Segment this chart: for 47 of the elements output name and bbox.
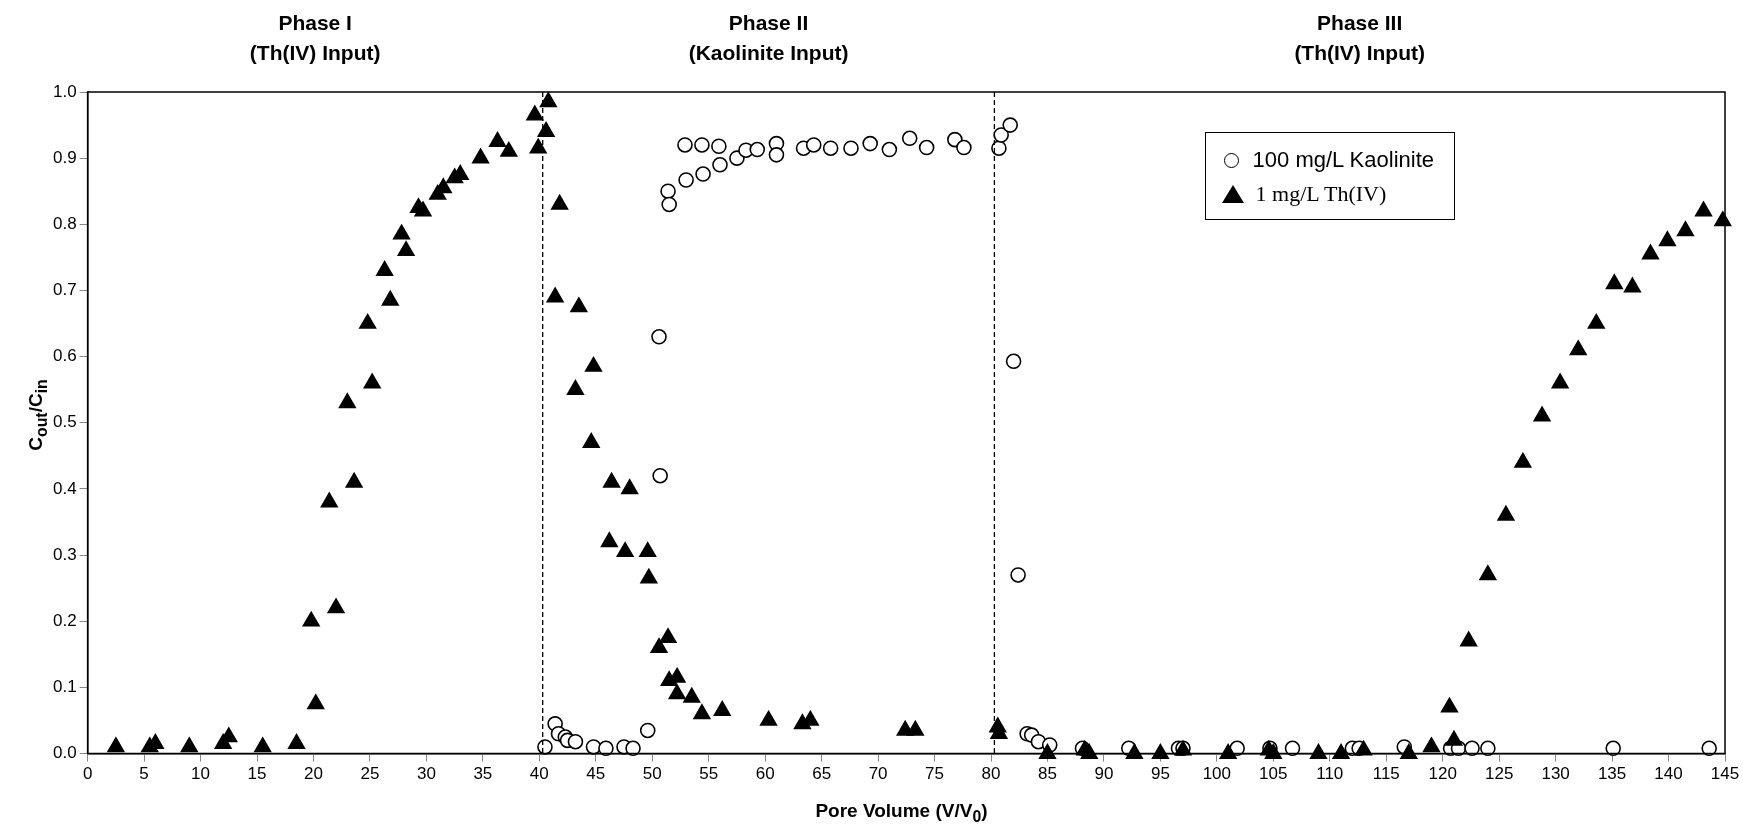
x-tick-label: 95: [1150, 764, 1170, 784]
x-tick-label: 40: [529, 764, 549, 784]
y-tick-label: 0.0: [52, 743, 77, 763]
legend-label: 100 mg/L Kaolinite: [1252, 147, 1434, 173]
y-tick-label: 0.2: [52, 610, 77, 630]
x-tick-label: 120: [1428, 764, 1457, 784]
x-axis-title: Pore Volume (V/V$_{0}$): [814, 800, 989, 826]
x-tick-label: 140: [1654, 764, 1683, 784]
x-tick-label: 65: [812, 764, 832, 784]
x-tick-label: 10: [191, 764, 211, 784]
x-tick-label: 105: [1259, 764, 1288, 784]
x-tick-label: 20: [304, 764, 323, 784]
y-tick-label: 0.7: [52, 280, 77, 300]
x-tick-label: 115: [1372, 764, 1400, 784]
x-tick-label: 55: [699, 764, 719, 784]
text: Phase II (Kaolinite Input): [688, 10, 849, 66]
x-tick-label: 100: [1202, 764, 1232, 784]
text: Phase III (Th(IV) Input): [1294, 10, 1425, 66]
x-tick-label: 50: [642, 764, 662, 784]
x-tick-label: 135: [1597, 764, 1627, 784]
x-tick-label: 35: [473, 764, 493, 784]
y-tick-label: 0.4: [52, 478, 77, 498]
x-tick-label: 45: [586, 764, 606, 784]
y-tick-label: 0.9: [52, 147, 77, 167]
x-tick-label: 70: [868, 764, 888, 784]
y-tick-label: 0.8: [52, 214, 77, 234]
x-tick-label: 75: [925, 764, 945, 784]
y-tick-label: 0.3: [52, 544, 77, 564]
x-tick-label: 60: [755, 764, 775, 784]
y-tick-label: 0.6: [52, 346, 77, 366]
x-tick-label: 15: [247, 764, 267, 784]
x-tick-label: 80: [981, 764, 1001, 784]
x-tick-label: 130: [1541, 764, 1570, 784]
x-tick-label: 85: [1038, 764, 1057, 784]
x-tick-label: 125: [1484, 764, 1514, 784]
legend-label: 1 mg/L Th(IV): [1255, 181, 1387, 207]
x-tick-label: 0: [82, 764, 93, 784]
x-tick-label: 30: [416, 764, 436, 784]
text: Phase I (Th(IV) Input): [249, 10, 381, 66]
x-tick-label: 5: [139, 764, 149, 784]
x-tick-label: 25: [360, 764, 380, 784]
x-tick-label: 145: [1710, 764, 1740, 784]
y-tick-label: 0.5: [52, 412, 77, 432]
x-tick-label: 110: [1316, 764, 1344, 784]
x-tick-label: 90: [1094, 764, 1114, 784]
y-tick-label: 0.1: [52, 677, 77, 697]
y-tick-label: 1.0: [52, 81, 77, 101]
